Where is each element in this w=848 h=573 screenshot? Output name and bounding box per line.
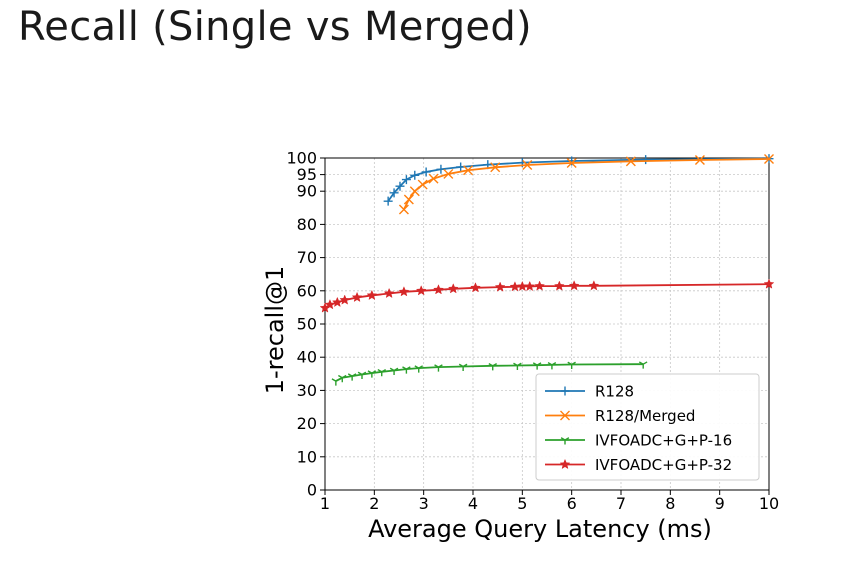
data-point-ivfoadc-g-p-32: [588, 280, 600, 291]
data-point-ivfoadc-g-p-32: [433, 284, 444, 295]
x-axis-label: Average Query Latency (ms): [368, 515, 712, 543]
legend: R128 R128/Merged IVFOADC+G+P-16 IVFOADC+G+P…: [535, 373, 760, 481]
y-tick-label: 30: [297, 381, 317, 400]
data-point-r128: [395, 181, 405, 191]
data-point-r128: [641, 155, 651, 165]
data-point-ivfoadc-g-p-16: [402, 366, 411, 374]
y-tick-label: 20: [297, 414, 317, 433]
series-r128-merged: [398, 154, 774, 215]
series-ivfoadc-g-p-32: [319, 278, 775, 313]
x-tick-label: 2: [369, 494, 379, 513]
data-point-r128-merged: [398, 204, 409, 215]
data-point-ivfoadc-g-p-16: [434, 364, 443, 372]
data-point-r128-merged: [463, 165, 474, 176]
data-point-ivfoadc-g-p-32: [398, 286, 410, 297]
data-point-ivfoadc-g-p-16: [513, 362, 522, 370]
data-point-r128-merged: [428, 173, 439, 184]
data-point-ivfoadc-g-p-32: [324, 299, 336, 310]
data-point-ivfoadc-g-p-16: [458, 363, 468, 371]
data-point-r128-merged: [522, 159, 533, 170]
data-point-ivfoadc-g-p-16: [488, 362, 497, 371]
legend-label-ivfoadc-g-p-16: IVFOADC+G+P-16: [595, 432, 732, 450]
data-point-ivfoadc-g-p-16: [389, 367, 399, 375]
x-tick-label: 8: [665, 494, 675, 513]
data-point-r128: [410, 170, 420, 180]
data-point-ivfoadc-g-p-32: [568, 280, 580, 291]
x-tick-label: 10: [759, 494, 779, 513]
data-point-ivfoadc-g-p-16: [367, 370, 377, 378]
data-point-r128: [456, 162, 466, 172]
data-point-ivfoadc-g-p-16: [377, 368, 386, 377]
data-point-ivfoadc-g-p-16: [347, 373, 357, 381]
data-point-ivfoadc-g-p-32: [534, 280, 545, 291]
data-point-r128-merged: [409, 186, 420, 197]
data-point-r128: [389, 188, 399, 198]
data-point-ivfoadc-g-p-32: [470, 282, 481, 293]
slide-title: Recall (Single vs Merged): [18, 4, 532, 50]
data-point-ivfoadc-g-p-32: [331, 296, 343, 308]
data-point-ivfoadc-g-p-32: [351, 291, 363, 303]
x-tick-label: 4: [468, 494, 478, 513]
data-point-r128-merged: [490, 162, 501, 173]
y-tick-label: 70: [297, 248, 317, 267]
data-point-ivfoadc-g-p-16: [338, 374, 347, 383]
x-tick-label: 6: [567, 494, 577, 513]
y-tick-label: 90: [297, 182, 317, 201]
x-tick-label: 1: [320, 494, 330, 513]
data-point-ivfoadc-g-p-32: [447, 283, 459, 294]
data-point-r128-merged: [566, 157, 577, 168]
y-tick-label: 40: [297, 348, 317, 367]
data-point-r128: [436, 164, 446, 174]
data-point-r128-merged: [443, 168, 454, 179]
data-point-r128: [421, 167, 431, 177]
legend-marker-ivfoadc-g-p-32: [559, 458, 571, 470]
data-point-ivfoadc-g-p-32: [524, 280, 536, 292]
legend-label-r128-merged: R128/Merged: [595, 407, 695, 425]
x-tick-label: 3: [419, 494, 429, 513]
y-tick-label: 0: [307, 481, 317, 500]
y-tick-label: 95: [297, 165, 317, 184]
legend-marker-ivfoadc-g-p-16: [560, 437, 570, 445]
y-tick-label: 10: [297, 447, 317, 466]
data-point-ivfoadc-g-p-16: [532, 362, 542, 370]
data-point-r128-merged: [417, 179, 428, 190]
x-tick-label: 7: [616, 494, 626, 513]
y-tick-label: 60: [297, 281, 317, 300]
data-point-r128-merged: [764, 154, 774, 164]
data-point-ivfoadc-g-p-32: [415, 285, 427, 296]
x-tick-label: 5: [517, 494, 527, 513]
y-tick-label: 80: [297, 215, 317, 234]
legend-label-r128: R128: [595, 383, 634, 401]
legend-marker-r128: [560, 386, 570, 396]
data-point-ivfoadc-g-p-16: [638, 361, 648, 369]
data-point-ivfoadc-g-p-16: [547, 361, 557, 370]
data-point-ivfoadc-g-p-32: [494, 281, 506, 292]
data-point-r128: [401, 175, 411, 185]
data-point-r128: [383, 196, 393, 206]
data-point-ivfoadc-g-p-32: [366, 289, 378, 301]
data-point-r128: [567, 156, 577, 166]
legend-label-ivfoadc-g-p-32: IVFOADC+G+P-32: [595, 456, 732, 474]
data-point-ivfoadc-g-p-32: [339, 294, 351, 305]
y-tick-label: 100: [286, 149, 317, 168]
legend-box: [535, 373, 760, 481]
data-point-ivfoadc-g-p-16: [331, 378, 341, 386]
y-axis-label: 1-recall@1: [261, 266, 289, 395]
data-point-r128-merged: [403, 194, 414, 205]
data-point-r128-merged: [694, 154, 705, 165]
data-point-r128-merged: [625, 156, 636, 167]
data-point-ivfoadc-g-p-16: [567, 361, 576, 370]
data-point-ivfoadc-g-p-16: [357, 371, 367, 379]
series-ivfoadc-g-p-16: [331, 361, 648, 386]
data-point-ivfoadc-g-p-16: [414, 365, 423, 373]
data-point-ivfoadc-g-p-32: [553, 280, 565, 291]
legend-marker-r128-merged: [560, 410, 570, 421]
data-point-ivfoadc-g-p-32: [383, 287, 395, 299]
data-point-ivfoadc-g-p-32: [763, 278, 775, 289]
x-tick-label: 9: [715, 494, 725, 513]
y-tick-label: 50: [297, 315, 317, 334]
